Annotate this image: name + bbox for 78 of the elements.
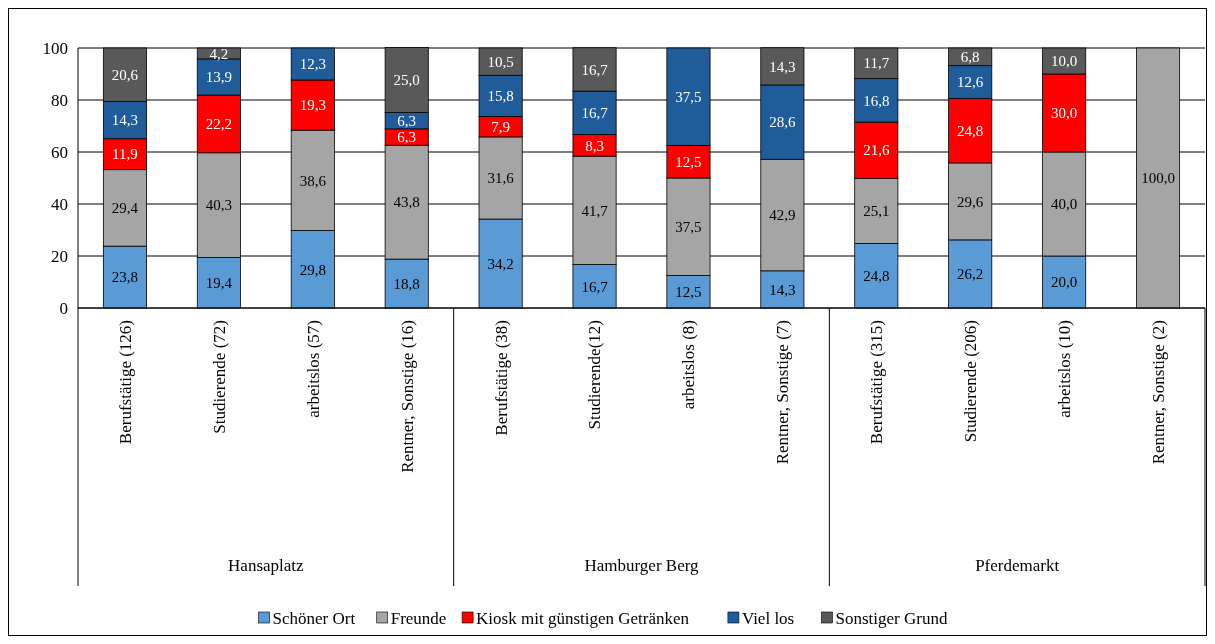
data-label: 100,0 [1141, 170, 1175, 187]
data-label: 8,3 [585, 137, 604, 154]
data-label: 10,5 [487, 53, 514, 70]
y-tick-label: 40 [51, 194, 68, 214]
data-label: 29,8 [299, 261, 326, 278]
data-label: 41,7 [581, 202, 609, 219]
text: Hansaplatz [228, 556, 305, 575]
data-label: 10,0 [1051, 53, 1078, 70]
data-label: 25,0 [393, 72, 420, 89]
data-label: 25,1 [863, 203, 890, 220]
x-tick-label: Berufstätige (126) [115, 320, 135, 445]
x-tick-label: Berufstätige (315) [867, 320, 887, 445]
text: Pferdemarkt [975, 556, 1060, 575]
data-label: 42,9 [769, 207, 796, 224]
data-label: 11,7 [863, 55, 890, 72]
data-label: 12,3 [299, 56, 326, 73]
data-label: 13,9 [205, 69, 232, 86]
data-label: 18,8 [393, 275, 420, 292]
x-tick-label: Berufstätige (38) [491, 320, 511, 436]
data-label: 37,5 [675, 219, 702, 235]
data-label: 37,5 [675, 89, 702, 105]
data-label: 12,5 [675, 284, 702, 300]
data-label: 11,9 [112, 146, 138, 163]
data-label: 24,8 [863, 268, 890, 285]
data-label: 7,9 [491, 118, 510, 135]
data-label: 29,6 [957, 193, 984, 210]
data-label: 24,8 [957, 122, 984, 139]
data-label: 40,0 [1051, 196, 1078, 213]
data-label: 22,2 [205, 116, 232, 133]
y-tick-label: 20 [51, 246, 68, 266]
data-label: 19,4 [205, 275, 233, 292]
data-label: 14,3 [769, 58, 796, 75]
legend-label: Schöner Ort [272, 608, 356, 628]
x-tick-label: Rentner, Sonstige (7) [773, 320, 793, 465]
data-label: 15,8 [487, 88, 514, 105]
y-tick-label: 0 [59, 298, 68, 318]
data-label: 16,8 [863, 92, 890, 109]
legend-label: Viel los [741, 608, 795, 628]
x-tick-label: arbeitslos (10) [1055, 320, 1075, 418]
data-label: 34,2 [487, 255, 514, 272]
data-label: 12,5 [675, 154, 702, 170]
data-label: 14,3 [111, 112, 139, 129]
y-tick-label: 100 [42, 38, 68, 58]
x-tick-label: arbeitslos (8) [679, 320, 699, 410]
data-label: 28,6 [769, 114, 796, 131]
legend-label: Sonstiger Grund [835, 608, 948, 628]
legend-label: Freunde [390, 608, 447, 628]
data-label: 26,2 [957, 266, 984, 283]
y-tick-label: 60 [51, 142, 68, 162]
data-label: 16,7 [581, 278, 609, 295]
legend-label: Kiosk mit günstigen Getränken [476, 608, 690, 628]
x-tick-label: Rentner, Sonstige (2) [1148, 320, 1168, 465]
data-label: 19,3 [299, 97, 326, 114]
x-tick-label: Studierende (72) [209, 320, 229, 434]
data-label: 21,6 [863, 142, 890, 159]
data-label: 4,2 [209, 45, 229, 62]
x-tick-label: arbeitslos (57) [303, 320, 323, 418]
data-label: 14,3 [769, 281, 796, 298]
x-tick-label: Studierende (206) [961, 320, 981, 443]
data-label: 29,4 [111, 200, 139, 217]
data-label: 16,7 [581, 61, 609, 78]
x-tick-label: Rentner, Sonstige (16) [397, 320, 417, 473]
data-label: 23,8 [111, 269, 139, 286]
data-label: 31,6 [487, 170, 515, 187]
y-tick-label: 80 [51, 90, 68, 110]
data-label: 12,6 [957, 74, 984, 91]
x-tick-label: Studierende(12) [585, 320, 605, 430]
text: Hamburger Berg [584, 556, 700, 575]
data-label: 6,8 [960, 49, 980, 66]
data-label: 40,3 [205, 197, 232, 214]
data-label: 16,7 [581, 105, 609, 122]
data-label: 43,8 [393, 194, 420, 211]
data-label: 38,6 [299, 172, 327, 189]
data-label: 30,0 [1051, 105, 1078, 122]
data-label: 6,3 [397, 112, 417, 129]
data-label: 6,3 [397, 129, 417, 146]
data-label: 20,0 [1051, 274, 1078, 291]
data-label: 20,6 [111, 67, 139, 84]
